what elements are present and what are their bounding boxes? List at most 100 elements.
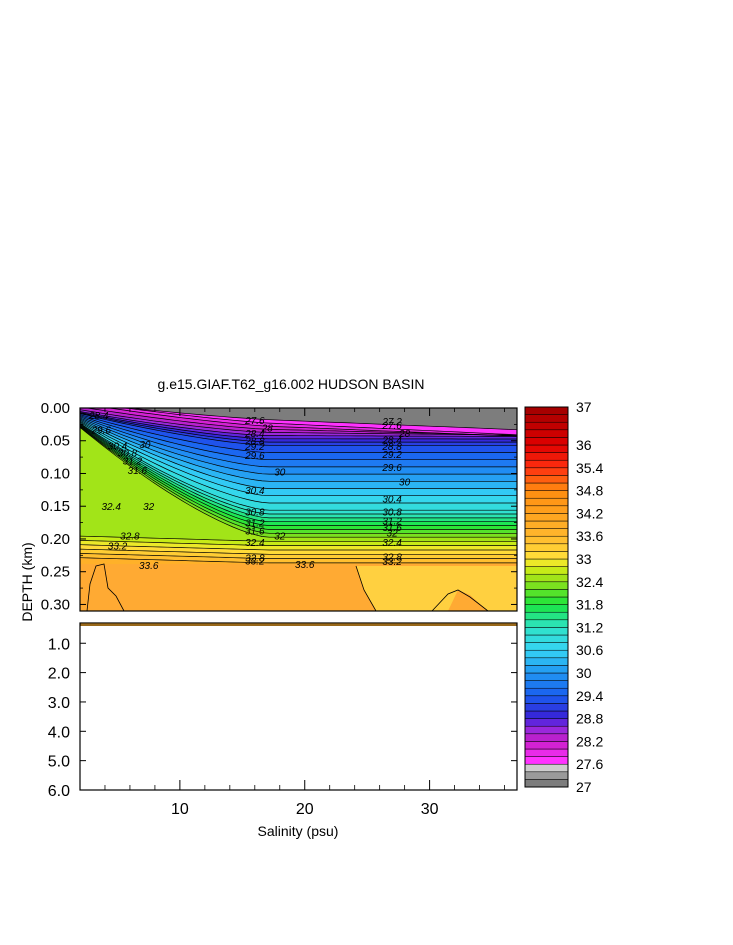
contour-label: 31.2	[382, 517, 402, 528]
y-tick-label: 0.15	[41, 498, 70, 515]
colorbar-swatch	[524, 604, 569, 613]
lower-panel-frame	[79, 622, 518, 791]
contour-label: 32.4	[101, 502, 121, 513]
contour-line	[80, 421, 517, 504]
contour-line	[80, 424, 517, 519]
contour-label: 27.6	[381, 421, 402, 432]
contour-line	[80, 427, 517, 538]
colorbar-swatch	[524, 733, 569, 742]
contour-line	[80, 548, 517, 555]
y-tick-label: 0.30	[41, 596, 70, 613]
contour-label: 31.2	[123, 456, 143, 467]
contour-label: 29.6	[381, 463, 402, 474]
contour-line	[80, 423, 517, 511]
upper-panel-frame	[79, 407, 518, 612]
colorbar-swatch	[524, 619, 569, 628]
bottom-contour-outline-3	[431, 589, 489, 611]
contour-line	[80, 425, 517, 530]
bottom-contour-outline-1	[86, 563, 125, 611]
colorbar-label: 31.8	[576, 597, 603, 613]
contour-label: 32.4	[245, 538, 265, 549]
colorbar-swatch	[524, 627, 569, 636]
colorbar-swatch	[524, 710, 569, 719]
colorbar-swatch	[524, 725, 569, 735]
contour-line	[80, 408, 517, 431]
contour-label: 32.8	[120, 532, 140, 543]
contour-label: 28.4	[88, 411, 109, 422]
colorbar-swatch	[524, 657, 569, 666]
chart-title: g.e15.GIAF.T62_g16.002 HUDSON BASIN	[158, 376, 425, 392]
y-tick-label: 5.0	[48, 754, 70, 771]
contour-label: 33.2	[245, 557, 265, 568]
contour-label: 29.6	[90, 426, 111, 437]
contour-label: 31.2	[245, 519, 265, 530]
colorbar-swatch	[524, 467, 569, 476]
colorbar-swatch	[524, 551, 569, 560]
colorbar-swatch	[524, 741, 569, 750]
colorbar-swatch	[524, 558, 569, 567]
x-axis: 10 20 30	[104, 408, 505, 818]
contour-line	[80, 408, 517, 437]
contour-line	[80, 424, 517, 523]
colorbar-swatch	[524, 763, 569, 773]
contour-label: 28	[398, 429, 411, 440]
colorbar-swatch	[524, 444, 569, 453]
y-tick-label: 0.20	[41, 531, 70, 548]
colorbar-swatch	[524, 665, 569, 674]
contour-label: 32.8	[382, 553, 402, 564]
colorbar-swatch	[524, 611, 569, 621]
colorbar-label: 27	[576, 779, 592, 795]
colorbar-swatch	[524, 535, 569, 545]
contour-line	[80, 408, 517, 436]
colorbar-label: 36	[576, 437, 592, 453]
contour-label: 27.6	[244, 416, 265, 427]
contour-line	[80, 418, 517, 482]
deep-salinity-fill	[80, 563, 517, 611]
colorbar-swatch	[524, 497, 569, 507]
colorbar-swatch	[524, 452, 569, 461]
contour-label: 30.8	[382, 508, 402, 519]
contour-label: 31.6	[382, 523, 402, 534]
colorbar-swatch	[524, 748, 569, 757]
contour-label: 28.4	[381, 435, 402, 446]
colorbar-label: 29.4	[576, 688, 603, 704]
contour-label: 30	[139, 440, 151, 451]
colorbar-swatch	[524, 482, 569, 491]
colorbar-swatch	[524, 687, 569, 697]
colorbar-swatch	[524, 718, 569, 727]
contour-label: 30	[274, 468, 286, 479]
contour-line	[80, 413, 517, 446]
contour-line	[80, 426, 517, 534]
x-axis-label: Salinity (psu)	[258, 823, 339, 839]
colorbar-label: 30	[576, 665, 592, 681]
colorbar-swatch	[524, 505, 569, 514]
colorbar-swatch	[524, 672, 569, 681]
contour-label: 30.4	[245, 486, 265, 497]
colorbar-label: 34.8	[576, 483, 603, 499]
colorbar-swatch	[524, 437, 569, 446]
y-axis-label: DEPTH (km)	[19, 542, 35, 621]
colorbar-swatch	[524, 513, 569, 522]
contour-labels: 27.62828.428.829.229.63030.430.831.231.6…	[88, 411, 411, 572]
colorbar-swatch	[524, 429, 569, 438]
contour-label: 31.6	[245, 527, 265, 538]
contour-line	[80, 411, 517, 437]
contour-label: 32	[387, 528, 399, 539]
lower-panel	[79, 622, 518, 791]
colorbar-swatch	[524, 596, 569, 605]
bottom-contour-outline-2	[355, 565, 377, 611]
colorbar-swatch	[524, 680, 569, 689]
contour-line	[80, 408, 517, 436]
contour-label: 33.6	[295, 560, 315, 571]
contour-label: 30.8	[245, 508, 265, 519]
upper-panel: 27.62828.428.829.229.63030.430.831.231.6…	[80, 408, 517, 611]
colorbar-label: 33.6	[576, 528, 603, 544]
colorbar-swatch	[524, 634, 569, 643]
x-tick-label: 30	[421, 801, 439, 818]
y-tick-label: 0.05	[41, 433, 70, 450]
colorbar-swatch	[524, 421, 569, 431]
contour-line	[80, 409, 517, 436]
contour-label: 29.2	[381, 450, 402, 461]
colorbar-swatch	[524, 414, 569, 423]
contour-line	[80, 420, 517, 497]
